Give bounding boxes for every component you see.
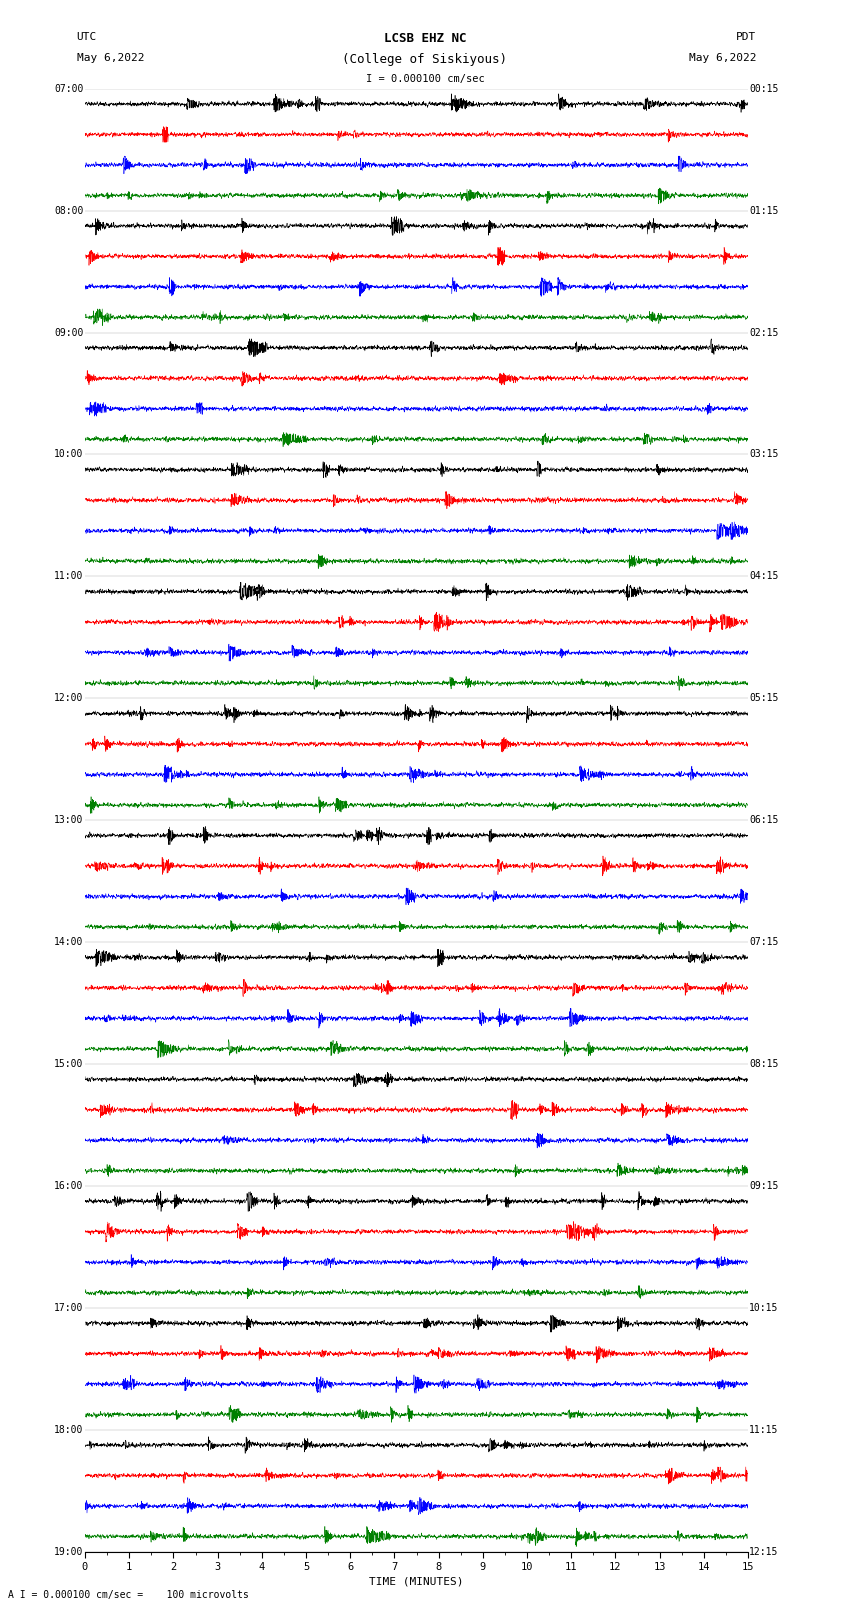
Text: 16:00: 16:00 <box>54 1181 83 1190</box>
Text: 03:15: 03:15 <box>750 450 779 460</box>
Text: UTC: UTC <box>76 32 97 42</box>
Text: 12:00: 12:00 <box>54 694 83 703</box>
Text: 04:15: 04:15 <box>750 571 779 581</box>
X-axis label: TIME (MINUTES): TIME (MINUTES) <box>369 1576 464 1586</box>
Text: (College of Siskiyous): (College of Siskiyous) <box>343 53 507 66</box>
Text: May 6,2022: May 6,2022 <box>76 53 144 63</box>
Text: 00:15: 00:15 <box>750 84 779 94</box>
Text: 09:00: 09:00 <box>54 327 83 337</box>
Text: 10:00: 10:00 <box>54 450 83 460</box>
Text: 13:00: 13:00 <box>54 815 83 826</box>
Text: 07:15: 07:15 <box>750 937 779 947</box>
Text: 15:00: 15:00 <box>54 1060 83 1069</box>
Text: 11:00: 11:00 <box>54 571 83 581</box>
Text: 12:15: 12:15 <box>750 1547 779 1557</box>
Text: A I = 0.000100 cm/sec =    100 microvolts: A I = 0.000100 cm/sec = 100 microvolts <box>8 1590 249 1600</box>
Text: 17:00: 17:00 <box>54 1303 83 1313</box>
Text: 14:00: 14:00 <box>54 937 83 947</box>
Text: 19:00: 19:00 <box>54 1547 83 1557</box>
Text: 05:15: 05:15 <box>750 694 779 703</box>
Text: LCSB EHZ NC: LCSB EHZ NC <box>383 32 467 45</box>
Text: I = 0.000100 cm/sec: I = 0.000100 cm/sec <box>366 74 484 84</box>
Text: 11:15: 11:15 <box>750 1424 779 1436</box>
Text: 08:00: 08:00 <box>54 205 83 216</box>
Text: 10:15: 10:15 <box>750 1303 779 1313</box>
Text: 08:15: 08:15 <box>750 1060 779 1069</box>
Text: 09:15: 09:15 <box>750 1181 779 1190</box>
Text: 01:15: 01:15 <box>750 205 779 216</box>
Text: May 6,2022: May 6,2022 <box>689 53 756 63</box>
Text: 06:15: 06:15 <box>750 815 779 826</box>
Text: 18:00: 18:00 <box>54 1424 83 1436</box>
Text: 02:15: 02:15 <box>750 327 779 337</box>
Text: PDT: PDT <box>736 32 756 42</box>
Text: 07:00: 07:00 <box>54 84 83 94</box>
